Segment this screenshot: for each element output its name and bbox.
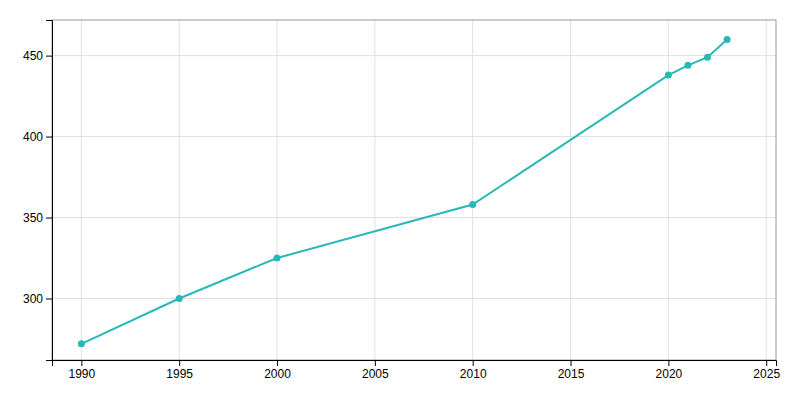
marks [78, 36, 731, 347]
x-tick: 1995 [166, 360, 193, 381]
tick-mark [179, 360, 180, 366]
data-point [78, 340, 85, 347]
axis-line [53, 361, 777, 367]
grid-line-y [52, 136, 776, 137]
grid-line-x [374, 20, 375, 360]
x-tick: 2000 [264, 360, 291, 381]
y-tick: 450 [23, 49, 52, 63]
tick-label: 2000 [264, 367, 291, 381]
tick-label: 2025 [753, 367, 780, 381]
tick-label: 450 [23, 49, 43, 63]
plot-frame [52, 20, 776, 360]
tick-label: 2010 [460, 367, 487, 381]
tick-label: 300 [23, 292, 43, 306]
tick-mark [375, 360, 376, 366]
data-point [665, 72, 672, 79]
y-axis: 300 350 400 450 [23, 21, 53, 361]
y-tick: 350 [23, 211, 52, 225]
data-line [81, 39, 727, 343]
grid-line-y [52, 217, 776, 218]
tick-label: 2015 [558, 367, 585, 381]
x-tick: 2025 [753, 360, 780, 381]
tick-mark [277, 360, 278, 366]
grid-line-x [81, 20, 82, 360]
grid-line-x [472, 20, 473, 360]
grid-line-x [570, 20, 571, 360]
x-tick: 2020 [656, 360, 683, 381]
tick-label: 1990 [68, 367, 95, 381]
x-tick: 2005 [362, 360, 389, 381]
tick-mark [46, 298, 52, 299]
tick-label: 400 [23, 130, 43, 144]
grid-line-y [52, 298, 776, 299]
tick-mark [766, 360, 767, 366]
data-point [469, 201, 476, 208]
tick-label: 350 [23, 211, 43, 225]
x-tick: 2015 [558, 360, 585, 381]
grid-line-x [277, 20, 278, 360]
tick-mark [46, 137, 52, 138]
grid-line-x [766, 20, 767, 360]
grid [52, 20, 776, 360]
tick-mark [46, 218, 52, 219]
x-axis: 1990 1995 2000 2005 2010 2015 2020 2025 [53, 360, 781, 381]
y-tick: 400 [23, 130, 52, 144]
tick-mark [473, 360, 474, 366]
tick-label: 2020 [656, 367, 683, 381]
x-tick: 1990 [68, 360, 95, 381]
data-point [724, 36, 731, 43]
tick-mark [668, 360, 669, 366]
tick-label: 1995 [166, 367, 193, 381]
chart-container: 1990 1995 2000 2005 2010 2015 2020 2025 300 350 40… [0, 0, 800, 400]
data-point [704, 54, 711, 61]
tick-mark [46, 56, 52, 57]
data-point [176, 295, 183, 302]
grid-line-y [52, 55, 776, 56]
grid-line-x [179, 20, 180, 360]
tick-mark [571, 360, 572, 366]
tick-mark [81, 360, 82, 366]
axis-line [46, 21, 53, 361]
data-point [684, 62, 691, 69]
y-tick: 300 [23, 292, 52, 306]
grid-line-x [668, 20, 669, 360]
x-tick: 2010 [460, 360, 487, 381]
plot-area: 1990 1995 2000 2005 2010 2015 2020 2025 300 350 40… [23, 20, 780, 381]
tick-label: 2005 [362, 367, 389, 381]
chart-svg: 1990 1995 2000 2005 2010 2015 2020 2025 300 350 40… [0, 0, 800, 400]
data-point [274, 255, 281, 262]
